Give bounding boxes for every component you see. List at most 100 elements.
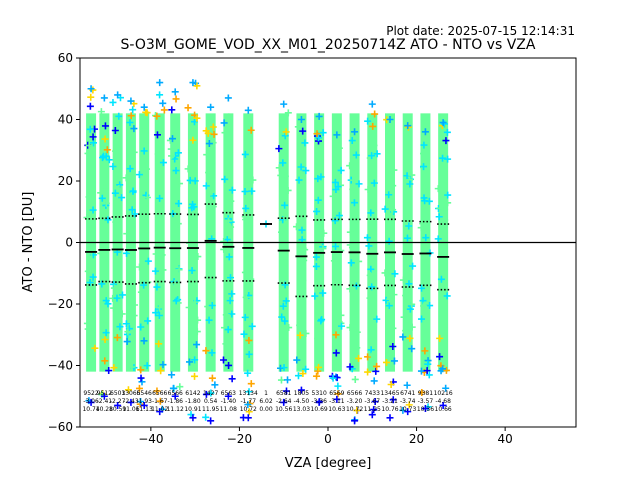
scatter-point — [332, 349, 340, 357]
scatter-point — [351, 375, 359, 383]
bin-count-label: 1805 — [294, 390, 309, 397]
scatter-point — [443, 292, 451, 300]
scatter-point — [319, 129, 327, 137]
scatter-point — [334, 382, 342, 390]
scatter-point — [85, 193, 93, 201]
scatter-point — [418, 388, 426, 396]
scatter-point — [241, 313, 249, 321]
bin-mean-label: -4.68 — [435, 398, 451, 405]
bin-std-label: 11.12 — [167, 406, 184, 413]
scatter-point — [244, 401, 252, 409]
scatter-point — [418, 315, 426, 323]
scatter-point — [225, 113, 233, 121]
scatter-point — [424, 360, 432, 368]
scatter-point — [87, 225, 95, 233]
scatter-point — [129, 106, 137, 114]
scatter-point — [156, 408, 164, 416]
scatter-point — [389, 206, 397, 214]
scatter-point — [353, 328, 361, 336]
scatter-point — [153, 131, 161, 139]
scatter-point — [299, 277, 307, 285]
scatter-point — [444, 155, 452, 163]
scatter-point — [110, 304, 118, 312]
scatter-point — [226, 274, 234, 282]
scatter-point — [221, 129, 229, 137]
bin-count-label: 6503 — [110, 390, 125, 397]
y-tick-label: 0 — [65, 236, 73, 250]
scatter-point — [248, 322, 256, 330]
scatter-point — [138, 378, 146, 386]
bin-count-label: 6142 — [185, 390, 200, 397]
scatter-point — [284, 109, 292, 117]
scatter-point — [185, 304, 193, 312]
scatter-point — [135, 171, 143, 179]
scatter-point — [334, 390, 342, 398]
bin-mean-label: -3.74 — [400, 398, 416, 405]
scatter-point — [136, 263, 144, 271]
bin-mean-label: -1.77 — [241, 398, 257, 405]
scatter-point — [296, 331, 304, 339]
scatter-point — [110, 284, 118, 292]
scatter-point — [314, 196, 322, 204]
scatter-point — [137, 374, 145, 382]
scatter-point — [275, 145, 283, 153]
scatter-point — [209, 123, 217, 131]
scatter-point — [297, 163, 305, 171]
scatter-point — [100, 320, 108, 328]
scatter-point — [313, 372, 321, 380]
scatter-point — [143, 109, 151, 117]
scatter-point — [202, 127, 210, 135]
scatter-point — [98, 280, 106, 288]
scatter-point — [284, 376, 292, 384]
scatter-point — [385, 225, 393, 233]
scatter-point — [312, 262, 320, 270]
scatter-point — [346, 228, 354, 236]
scatter-point — [224, 392, 232, 400]
scatter-point — [386, 295, 394, 303]
scatter-point — [390, 166, 398, 174]
scatter-point — [391, 270, 399, 278]
scatter-point — [189, 200, 197, 208]
bin-std-label: 10.59 — [109, 406, 126, 413]
scatter-point — [296, 321, 304, 329]
scatter-point — [444, 191, 452, 199]
scatter-point — [224, 94, 232, 102]
scatter-point — [370, 377, 378, 385]
x-axis-label: VZA [degree] — [285, 456, 372, 471]
scatter-point — [293, 223, 301, 231]
scatter-point — [101, 335, 109, 343]
scatter-point — [439, 119, 447, 127]
bin-count-label: 6566 — [152, 390, 167, 397]
scatter-point — [408, 300, 416, 308]
scatter-point — [439, 365, 447, 373]
scatter-point — [370, 406, 378, 414]
scatter-point — [244, 369, 252, 377]
bin-std-label: 10.74 — [82, 406, 99, 413]
scatter-point — [156, 79, 164, 87]
scatter-point — [364, 368, 372, 376]
bin-mean-label: -2.64 — [276, 398, 292, 405]
scatter-point — [331, 178, 339, 186]
scatter-point — [130, 125, 138, 133]
scatter-point — [399, 276, 407, 284]
scatter-point — [209, 139, 217, 147]
scatter-point — [114, 176, 122, 184]
scatter-point — [385, 191, 393, 199]
scatter-point — [439, 312, 447, 320]
scatter-point — [228, 375, 236, 383]
scatter-point — [388, 205, 396, 213]
scatter-point — [277, 376, 285, 384]
scatter-point — [155, 304, 163, 312]
y-tick-label: −60 — [48, 420, 73, 434]
bin-mean-label: -1.93 — [136, 398, 152, 405]
scatter-point — [425, 197, 433, 205]
scatter-point — [315, 134, 323, 142]
scatter-point — [109, 163, 117, 171]
scatter-point — [220, 119, 228, 127]
scatter-point — [111, 189, 119, 197]
scatter-point — [110, 364, 118, 372]
scatter-point — [406, 180, 414, 188]
scatter-point — [219, 356, 227, 364]
scatter-point — [350, 199, 358, 207]
scatter-point — [131, 210, 139, 218]
